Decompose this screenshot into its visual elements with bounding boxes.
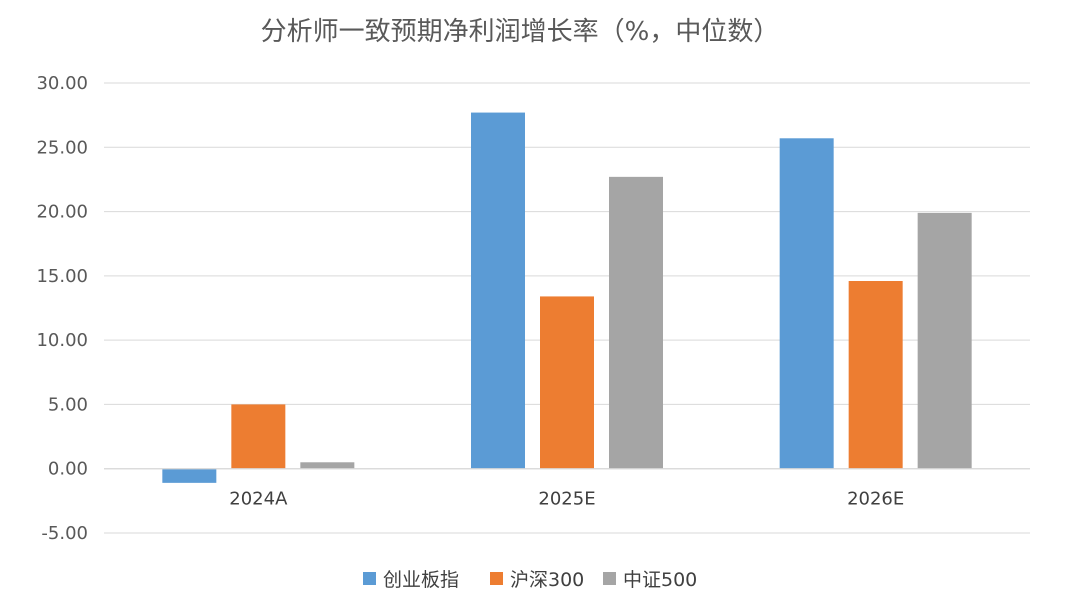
legend-label: 创业板指 [383, 569, 459, 591]
legend-label: 中证500 [623, 569, 697, 591]
bar-沪深300-2026E [848, 281, 903, 469]
y-tick-label: 10.00 [36, 330, 88, 351]
legend-swatch [603, 572, 616, 585]
y-tick-label: 20.00 [36, 202, 88, 223]
category-label: 2024A [229, 489, 288, 510]
y-tick-label: 0.00 [48, 459, 88, 480]
bars [162, 112, 972, 483]
y-tick-label: 5.00 [48, 394, 88, 415]
bar-沪深300-2024A [231, 404, 286, 469]
category-labels: 2024A 2025E 2026E [229, 489, 904, 510]
bar-沪深300-2025E [540, 296, 594, 469]
y-tick-label: 30.00 [36, 73, 88, 94]
legend-swatch [363, 572, 376, 585]
legend: 创业板指 沪深300 中证500 [363, 569, 697, 591]
category-label: 2026E [847, 489, 904, 510]
y-tick-label: -5.00 [41, 523, 88, 544]
bar-创业板指-2025E [471, 112, 525, 469]
legend-label: 沪深300 [510, 569, 584, 591]
y-tick-label: 15.00 [36, 266, 88, 287]
bar-中证500-2026E [917, 212, 972, 469]
legend-swatch [490, 572, 503, 585]
bar-创业板指-2026E [779, 138, 834, 469]
bar-创业板指-2024A [162, 468, 217, 483]
y-axis-tick-labels: -5.00 0.00 5.00 10.00 15.00 20.00 25.00 30.00 [36, 73, 88, 544]
y-tick-label: 25.00 [36, 137, 88, 158]
bar-中证500-2024A [300, 462, 355, 469]
bar-中证500-2025E [609, 176, 663, 469]
chart-title: 分析师一致预期净利润增长率（%，中位数） [261, 17, 780, 47]
category-label: 2025E [538, 489, 595, 510]
